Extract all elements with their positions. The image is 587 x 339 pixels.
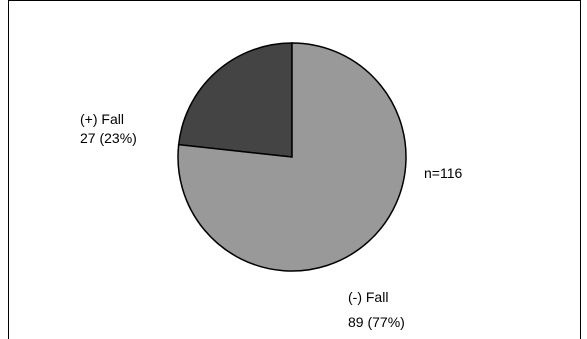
pie-slices — [177, 42, 407, 272]
slice-value-minus-fall: 89 (77%) — [348, 314, 405, 330]
slice-label-minus-fall: (-) Fall — [348, 289, 388, 305]
pie-slice-minus-fall — [177, 42, 407, 272]
slice-value-plus-fall: 27 (23%) — [80, 130, 137, 146]
sample-size-annotation: n=116 — [424, 165, 462, 181]
slice-label-plus-fall: (+) Fall — [80, 111, 124, 127]
chart-frame — [8, 0, 581, 339]
pie-slice-plus-fall — [177, 42, 293, 158]
